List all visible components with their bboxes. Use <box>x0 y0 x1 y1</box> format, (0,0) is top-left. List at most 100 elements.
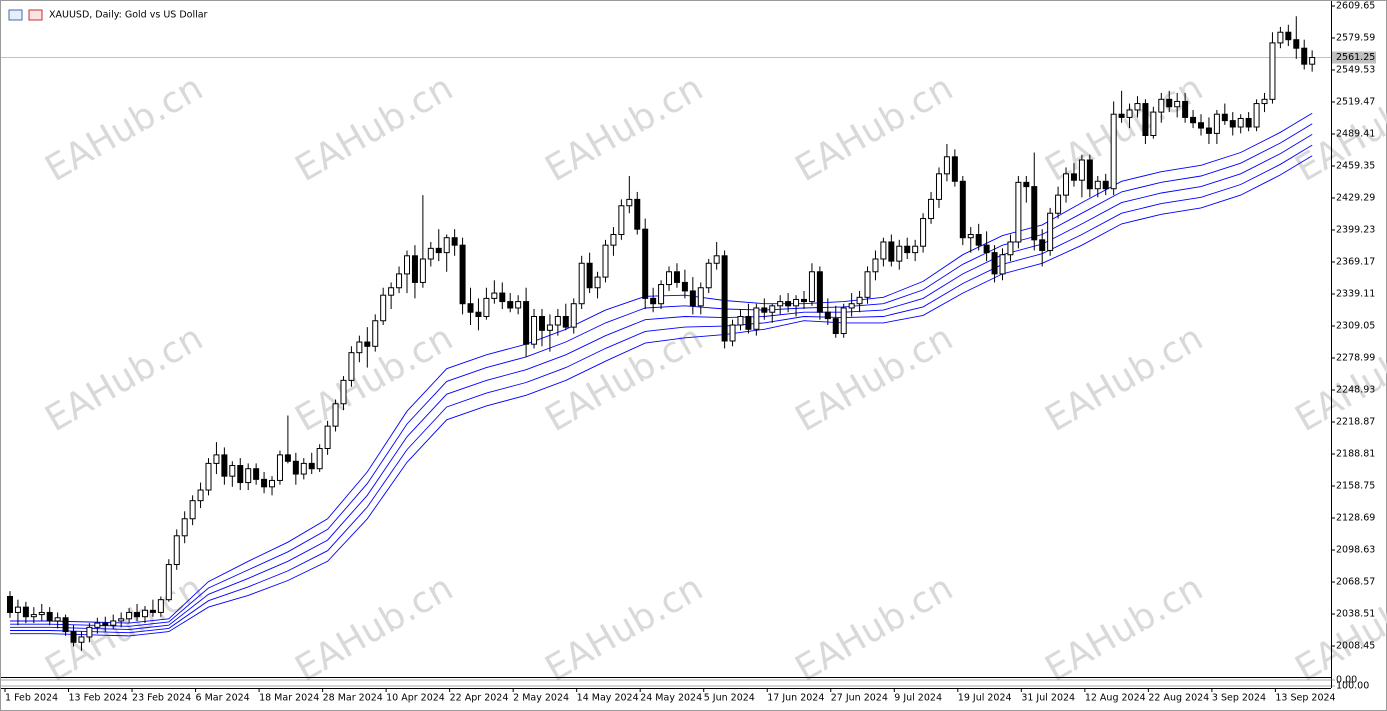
candle-body <box>904 245 911 254</box>
candle-body <box>689 290 696 307</box>
candle-body <box>999 254 1006 275</box>
candle-body <box>705 262 712 289</box>
candle-body <box>94 622 101 628</box>
candle-body <box>157 599 164 613</box>
x-tick-label: 28 Mar 2024 <box>323 693 383 704</box>
candle-body <box>1031 186 1038 241</box>
candle-body <box>269 479 276 488</box>
candle-body <box>610 234 617 246</box>
x-tick-label: 13 Sep 2024 <box>1275 693 1335 704</box>
candle-body <box>872 258 879 273</box>
candle-body <box>14 606 21 613</box>
candle-body <box>388 287 395 296</box>
x-tick-label: 5 Jun 2024 <box>704 693 755 704</box>
candle-body <box>1261 98 1268 105</box>
candle-body <box>324 425 331 449</box>
y-tick-label: 2278.99 <box>1336 353 1375 364</box>
x-tick-label: 31 Jul 2024 <box>1021 693 1075 704</box>
candle-body <box>745 315 752 330</box>
y-tick-label: 2158.75 <box>1336 481 1375 492</box>
candle-body <box>737 315 744 326</box>
x-tick-label: 23 Feb 2024 <box>132 693 191 704</box>
candle-body <box>62 617 69 633</box>
candle-body <box>340 379 347 405</box>
candle-body <box>681 281 688 292</box>
y-tick-label: 2068.57 <box>1336 577 1375 588</box>
candle-body <box>928 198 935 220</box>
ma-line <box>10 123 1313 627</box>
y-tick-label: 2579.59 <box>1336 33 1375 44</box>
candle-body <box>411 255 418 283</box>
candle-body <box>515 301 522 309</box>
candle-body <box>586 262 593 289</box>
candle-body <box>1229 120 1236 128</box>
candle-body <box>1142 103 1149 137</box>
candle-body <box>221 454 228 477</box>
y-tick-label: 2489.41 <box>1336 129 1375 140</box>
candle-body <box>1293 39 1300 49</box>
candle-body <box>1078 159 1085 181</box>
x-tick-label: 27 Jun 2024 <box>831 693 888 704</box>
candle-body <box>1309 57 1316 65</box>
candle-body <box>546 324 553 331</box>
candle-body <box>1182 100 1189 118</box>
candle-body <box>650 297 657 305</box>
candle-body <box>856 296 863 305</box>
candle-body <box>483 297 490 317</box>
candle-body <box>1126 109 1133 118</box>
y-tick-label: 2399.23 <box>1336 225 1375 236</box>
candle-body <box>1110 113 1117 190</box>
y-tick-label: 2339.11 <box>1336 289 1375 300</box>
sub-tick-label: 0.00 <box>1336 675 1357 686</box>
candle-body <box>229 465 236 477</box>
x-tick-label: 1 Feb 2024 <box>5 693 58 704</box>
ma-line <box>10 144 1313 634</box>
candle-body <box>427 247 434 260</box>
candle-body <box>292 460 299 475</box>
candle-body <box>602 244 609 278</box>
candle-body <box>562 315 569 328</box>
candle-body <box>372 320 379 347</box>
y-tick-label: 2519.47 <box>1336 97 1375 108</box>
candle-body <box>1213 113 1220 134</box>
candle-body <box>435 247 442 254</box>
x-tick-label: 22 Apr 2024 <box>450 693 509 704</box>
candle-body <box>1158 98 1165 113</box>
candle-body <box>864 271 871 298</box>
candle-body <box>118 618 125 622</box>
x-tick-label: 2 May 2024 <box>513 693 569 704</box>
candle-body <box>1015 181 1022 243</box>
candle-body <box>78 636 85 643</box>
candle-body <box>126 611 133 620</box>
candle-body <box>396 273 403 289</box>
candle-body <box>1055 194 1062 214</box>
candle-body <box>785 301 792 307</box>
candle-body <box>538 315 545 331</box>
candle-body <box>1102 180 1109 190</box>
candle-body <box>570 303 577 328</box>
candle-body <box>237 465 244 484</box>
y-tick-label: 2188.81 <box>1336 449 1375 460</box>
candle-body <box>1269 42 1276 100</box>
candle-body <box>753 307 760 330</box>
candle-body <box>419 258 426 283</box>
candle-body <box>1205 127 1212 134</box>
x-tick-label: 9 Jul 2024 <box>894 693 942 704</box>
candle-body <box>1039 239 1046 251</box>
candle-body <box>86 626 93 638</box>
candle-body <box>308 462 315 470</box>
candle-body <box>801 298 807 303</box>
candle-body <box>1047 212 1054 251</box>
candle-body <box>70 631 77 643</box>
x-tick-label: 3 Sep 2024 <box>1212 693 1266 704</box>
y-tick-label: 2218.87 <box>1336 417 1375 428</box>
candle-body <box>959 180 966 239</box>
sub-tick-label: 100.00 <box>1336 681 1369 692</box>
x-tick-label: 13 Feb 2024 <box>69 693 128 704</box>
y-tick-label: 2008.45 <box>1336 641 1375 652</box>
candle-body <box>364 341 371 347</box>
candle-body <box>1023 181 1030 188</box>
candle-body <box>848 303 855 309</box>
icon <box>8 9 23 21</box>
